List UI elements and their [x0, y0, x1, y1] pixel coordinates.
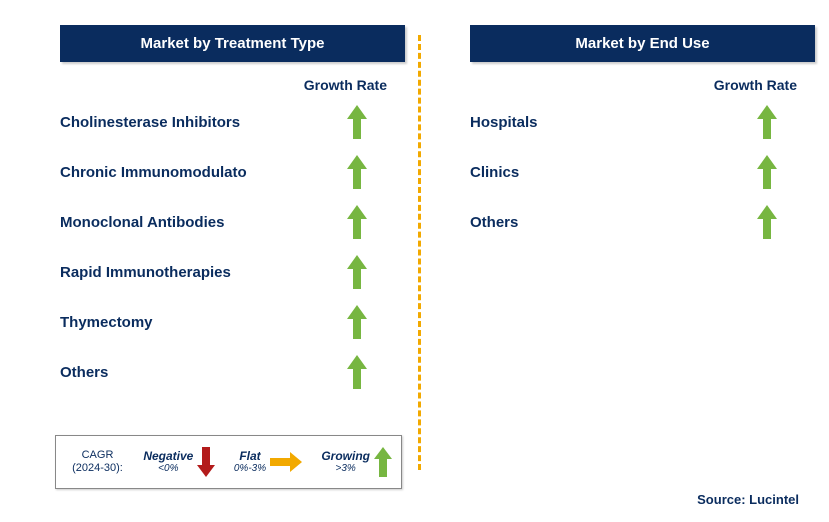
- panel-end-use: Market by End Use Growth Rate Hospitals …: [470, 25, 815, 253]
- panel-title: Market by Treatment Type: [60, 25, 405, 62]
- table-row: Hospitals: [470, 103, 815, 141]
- row-label: Hospitals: [470, 114, 538, 131]
- arrow-up-icon: [347, 355, 367, 389]
- row-label: Cholinesterase Inhibitors: [60, 114, 240, 131]
- row-label: Rapid Immunotherapies: [60, 264, 231, 281]
- row-label: Monoclonal Antibodies: [60, 214, 224, 231]
- arrow-up-icon: [347, 205, 367, 239]
- legend-title: Flat: [239, 450, 260, 463]
- panel-title: Market by End Use: [470, 25, 815, 62]
- row-label: Clinics: [470, 164, 519, 181]
- row-label: Thymectomy: [60, 314, 153, 331]
- arrow-up-icon: [374, 447, 392, 477]
- legend-item-growing: Growing >3%: [312, 436, 401, 488]
- arrow-up-icon: [347, 155, 367, 189]
- arrow-up-icon: [757, 105, 777, 139]
- row-label: Chronic Immunomodulato: [60, 164, 247, 181]
- source-text: Source: Lucintel: [697, 492, 799, 507]
- arrow-up-icon: [757, 155, 777, 189]
- legend-cagr-line1: CAGR: [82, 449, 114, 462]
- table-row: Others: [60, 353, 405, 391]
- arrow-right-icon: [270, 452, 302, 472]
- legend-sub: 0%-3%: [234, 463, 266, 474]
- legend-cagr-label: CAGR (2024-30):: [56, 436, 135, 488]
- table-row: Chronic Immunomodulato: [60, 153, 405, 191]
- legend-sub: >3%: [336, 463, 356, 474]
- table-row: Clinics: [470, 153, 815, 191]
- legend: CAGR (2024-30): Negative <0% Flat 0%-3% …: [55, 435, 402, 489]
- legend-cagr-line2: (2024-30):: [72, 462, 123, 475]
- arrow-up-icon: [347, 105, 367, 139]
- legend-item-negative: Negative <0%: [135, 436, 224, 488]
- arrow-down-icon: [197, 447, 215, 477]
- table-row: Cholinesterase Inhibitors: [60, 103, 405, 141]
- growth-rate-header: Growth Rate: [470, 77, 815, 93]
- table-row: Others: [470, 203, 815, 241]
- legend-title: Negative: [143, 450, 193, 463]
- legend-item-flat: Flat 0%-3%: [224, 436, 313, 488]
- row-label: Others: [60, 364, 108, 381]
- table-row: Thymectomy: [60, 303, 405, 341]
- legend-title: Growing: [321, 450, 370, 463]
- arrow-up-icon: [347, 305, 367, 339]
- arrow-up-icon: [757, 205, 777, 239]
- table-row: Rapid Immunotherapies: [60, 253, 405, 291]
- row-label: Others: [470, 214, 518, 231]
- legend-sub: <0%: [158, 463, 178, 474]
- arrow-up-icon: [347, 255, 367, 289]
- panel-treatment-type: Market by Treatment Type Growth Rate Cho…: [60, 25, 405, 403]
- growth-rate-header: Growth Rate: [60, 77, 405, 93]
- table-row: Monoclonal Antibodies: [60, 203, 405, 241]
- vertical-divider: [418, 35, 421, 470]
